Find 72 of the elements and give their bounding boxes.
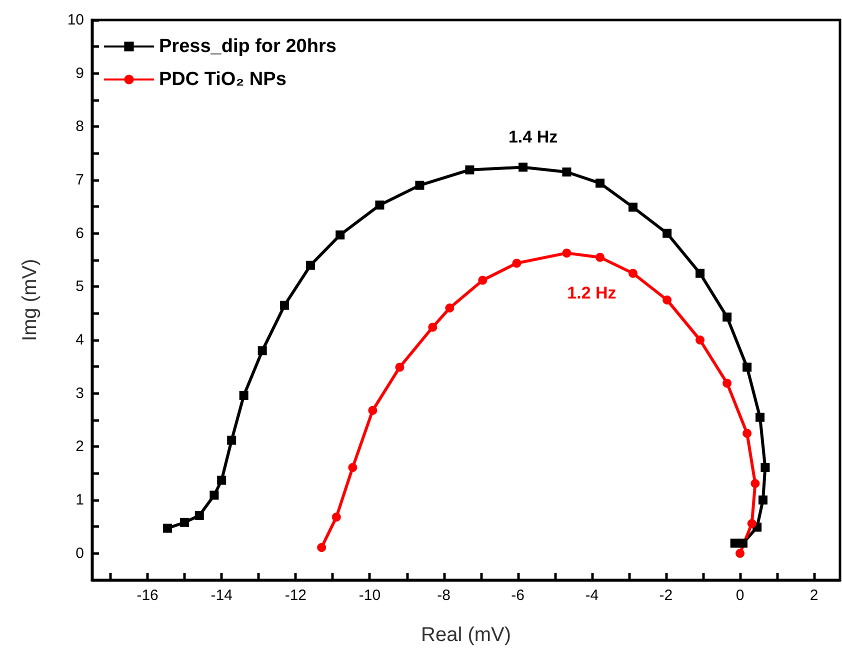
y-tick-label: 5 — [76, 278, 84, 296]
point — [227, 436, 236, 445]
y-tick-label: 0 — [76, 544, 84, 562]
point — [368, 406, 378, 415]
x-tick-label: -8 — [437, 587, 450, 604]
x-tick-label: -10 — [358, 587, 381, 604]
point — [478, 276, 488, 285]
point — [239, 390, 248, 400]
point — [180, 518, 190, 527]
point — [194, 510, 204, 520]
point — [596, 178, 605, 188]
x-tick-label: -12 — [284, 587, 307, 604]
point — [662, 228, 672, 238]
point — [217, 476, 226, 485]
point — [258, 346, 267, 356]
point — [760, 462, 770, 472]
annotation: 1.2 Hz — [567, 284, 616, 303]
y-tick-label: 4 — [76, 332, 84, 348]
x-tick-label: -4 — [585, 587, 599, 604]
point — [415, 180, 424, 190]
y-tick-label: 7 — [76, 172, 84, 188]
y-axis-title: Img (mV) — [19, 258, 41, 342]
point — [628, 202, 638, 212]
point — [722, 312, 732, 322]
point — [348, 462, 358, 472]
point — [317, 542, 326, 552]
x-tick-label: -6 — [511, 587, 525, 604]
point — [747, 518, 756, 528]
point — [730, 538, 740, 548]
point — [742, 362, 752, 372]
x-tick-label: -2 — [659, 587, 673, 604]
point — [280, 300, 290, 310]
y-tick-label: 3 — [76, 384, 84, 402]
point — [210, 490, 219, 500]
y-tick-label: 9 — [76, 64, 84, 82]
y-tick-label: 1 — [76, 492, 84, 508]
point — [696, 268, 705, 278]
legend-label: Press_dip for 20hrs — [159, 36, 336, 57]
x-axis-title: Real (mV) — [420, 624, 512, 646]
y-tick-label: 6 — [76, 224, 84, 242]
y-tick-label: 10 — [67, 12, 84, 28]
point — [758, 496, 768, 504]
point — [736, 548, 745, 558]
point — [512, 258, 522, 268]
point — [562, 248, 572, 258]
point — [332, 512, 341, 522]
y-tick-label: 2 — [76, 438, 84, 456]
point — [395, 362, 404, 372]
x-tick-label: 0 — [736, 587, 744, 604]
point — [628, 268, 638, 278]
y-tick-label: 8 — [76, 118, 84, 136]
point — [562, 168, 572, 176]
point — [750, 478, 760, 488]
point — [375, 200, 384, 210]
legend-label: PDC TiO₂ NPs — [159, 69, 286, 90]
point — [742, 428, 752, 438]
point — [696, 336, 705, 344]
point — [722, 378, 732, 388]
point — [465, 165, 474, 174]
annotation: 1.4 Hz — [508, 128, 558, 147]
x-tick-label: 2 — [810, 587, 818, 604]
x-tick-label: -14 — [210, 587, 232, 604]
point — [336, 230, 345, 240]
x-tick-label: -16 — [136, 587, 158, 604]
point — [662, 296, 672, 304]
point — [756, 412, 765, 422]
point — [596, 252, 605, 262]
point — [445, 304, 454, 312]
point — [428, 322, 438, 332]
point — [163, 524, 172, 533]
point — [306, 260, 315, 270]
point — [518, 162, 528, 172]
